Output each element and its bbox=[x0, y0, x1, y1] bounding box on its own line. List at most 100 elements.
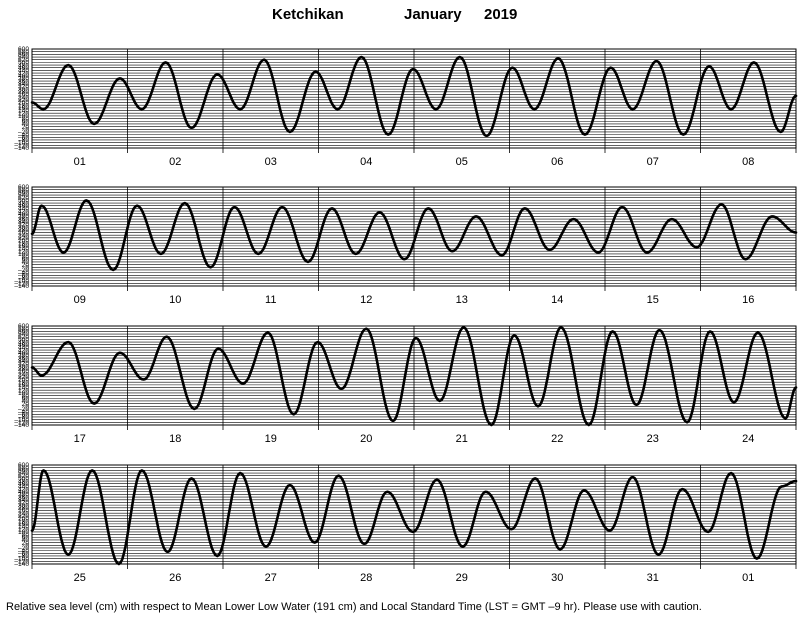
y-tick-label: 60 bbox=[22, 256, 30, 263]
y-tick-label: 60 bbox=[22, 118, 30, 125]
y-tick-label: 460 bbox=[18, 342, 29, 349]
day-label: 25 bbox=[74, 572, 86, 584]
y-tick-label: –140 bbox=[14, 561, 29, 568]
y-tick-label: 600 bbox=[18, 184, 29, 191]
y-tick-label: 140 bbox=[18, 524, 29, 531]
day-label: 26 bbox=[169, 572, 181, 584]
y-tick-label: 560 bbox=[18, 190, 29, 197]
footer-caption: Relative sea level (cm) with respect to … bbox=[6, 601, 702, 613]
y-tick-label: 80 bbox=[22, 532, 30, 539]
y-tick-label: 220 bbox=[18, 513, 29, 520]
y-tick-label: 240 bbox=[18, 510, 29, 517]
y-tick-label: 500 bbox=[18, 198, 29, 205]
y-tick-label: 460 bbox=[18, 65, 29, 72]
y-tick-label: 280 bbox=[18, 227, 29, 234]
y-tick-label: –120 bbox=[14, 143, 29, 150]
y-tick-label: 540 bbox=[18, 192, 29, 199]
y-tick-label: 480 bbox=[18, 62, 29, 69]
day-label: 30 bbox=[551, 572, 563, 584]
y-tick-label: –140 bbox=[14, 422, 29, 429]
day-label: 17 bbox=[74, 433, 86, 445]
y-tick-label: 300 bbox=[18, 224, 29, 231]
y-tick-label: 40 bbox=[22, 537, 30, 544]
y-tick-label: 260 bbox=[18, 508, 29, 515]
y-tick-label: 520 bbox=[18, 334, 29, 341]
y-tick-label: 380 bbox=[18, 353, 29, 360]
day-label: 01 bbox=[74, 156, 86, 168]
y-tick-label: –100 bbox=[14, 278, 29, 285]
y-tick-label: 180 bbox=[18, 102, 29, 109]
y-tick-label: –80 bbox=[18, 275, 29, 282]
day-label: 24 bbox=[742, 433, 754, 445]
y-tick-label: 140 bbox=[18, 246, 29, 253]
y-tick-label: 140 bbox=[18, 108, 29, 115]
y-tick-label: 200 bbox=[18, 100, 29, 107]
tide-chart: –140–120–100–80–60–40–200204060801001201… bbox=[14, 46, 798, 584]
y-tick-label: –20 bbox=[18, 545, 29, 552]
y-tick-label: 600 bbox=[18, 46, 29, 53]
y-tick-label: –40 bbox=[18, 548, 29, 555]
y-tick-label: 480 bbox=[18, 200, 29, 207]
y-tick-label: 80 bbox=[22, 116, 30, 123]
day-label: 09 bbox=[74, 294, 86, 306]
y-tick-label: 560 bbox=[18, 468, 29, 475]
y-tick-label: 240 bbox=[18, 232, 29, 239]
y-tick-label: –100 bbox=[14, 417, 29, 424]
day-label: 14 bbox=[551, 294, 563, 306]
y-tick-label: 280 bbox=[18, 89, 29, 96]
y-tick-label: –40 bbox=[18, 270, 29, 277]
day-label: 08 bbox=[742, 156, 754, 168]
y-tick-label: 260 bbox=[18, 92, 29, 99]
y-tick-label: 380 bbox=[18, 76, 29, 83]
panel-frame bbox=[31, 48, 797, 149]
y-tick-label: –60 bbox=[18, 272, 29, 279]
y-tick-label: 120 bbox=[18, 526, 29, 533]
day-label: 04 bbox=[360, 156, 372, 168]
y-tick-label: –60 bbox=[18, 411, 29, 418]
y-tick-label: 360 bbox=[18, 494, 29, 501]
y-tick-label: 20 bbox=[22, 262, 30, 269]
y-tick-label: 320 bbox=[18, 500, 29, 507]
y-tick-label: 200 bbox=[18, 516, 29, 523]
day-label: 03 bbox=[265, 156, 277, 168]
y-tick-label: –80 bbox=[18, 553, 29, 560]
y-tick-label: 560 bbox=[18, 52, 29, 59]
y-tick-label: 500 bbox=[18, 476, 29, 483]
title-month: January bbox=[404, 6, 462, 23]
y-tick-label: 540 bbox=[18, 331, 29, 338]
y-tick-label: 520 bbox=[18, 57, 29, 64]
y-tick-label: –20 bbox=[18, 406, 29, 413]
y-tick-label: –100 bbox=[14, 140, 29, 147]
day-label: 15 bbox=[647, 294, 659, 306]
y-tick-label: 20 bbox=[22, 540, 30, 547]
day-label: 22 bbox=[551, 433, 563, 445]
y-tick-label: 320 bbox=[18, 84, 29, 91]
y-tick-label: 340 bbox=[18, 358, 29, 365]
y-tick-label: 540 bbox=[18, 54, 29, 61]
y-tick-label: 460 bbox=[18, 203, 29, 210]
y-tick-label: 140 bbox=[18, 385, 29, 392]
day-label: 05 bbox=[456, 156, 468, 168]
y-tick-label: 520 bbox=[18, 473, 29, 480]
y-tick-label: 340 bbox=[18, 497, 29, 504]
y-tick-label: 460 bbox=[18, 481, 29, 488]
y-tick-label: 360 bbox=[18, 355, 29, 362]
y-tick-label: 340 bbox=[18, 219, 29, 226]
y-tick-label: 440 bbox=[18, 68, 29, 75]
y-tick-label: 580 bbox=[18, 49, 29, 56]
y-tick-label: 40 bbox=[22, 259, 30, 266]
y-tick-label: 580 bbox=[18, 187, 29, 194]
y-tick-label: 260 bbox=[18, 230, 29, 237]
y-tick-label: 300 bbox=[18, 502, 29, 509]
y-tick-label: 80 bbox=[22, 254, 30, 261]
day-label: 21 bbox=[456, 433, 468, 445]
y-tick-label: 380 bbox=[18, 214, 29, 221]
tide-curve bbox=[30, 199, 798, 272]
y-tick-label: 160 bbox=[18, 382, 29, 389]
y-tick-label: 440 bbox=[18, 345, 29, 352]
y-tick-label: –60 bbox=[18, 134, 29, 141]
y-tick-label: 280 bbox=[18, 366, 29, 373]
y-tick-label: 400 bbox=[18, 73, 29, 80]
y-tick-label: 160 bbox=[18, 243, 29, 250]
day-label: 28 bbox=[360, 572, 372, 584]
